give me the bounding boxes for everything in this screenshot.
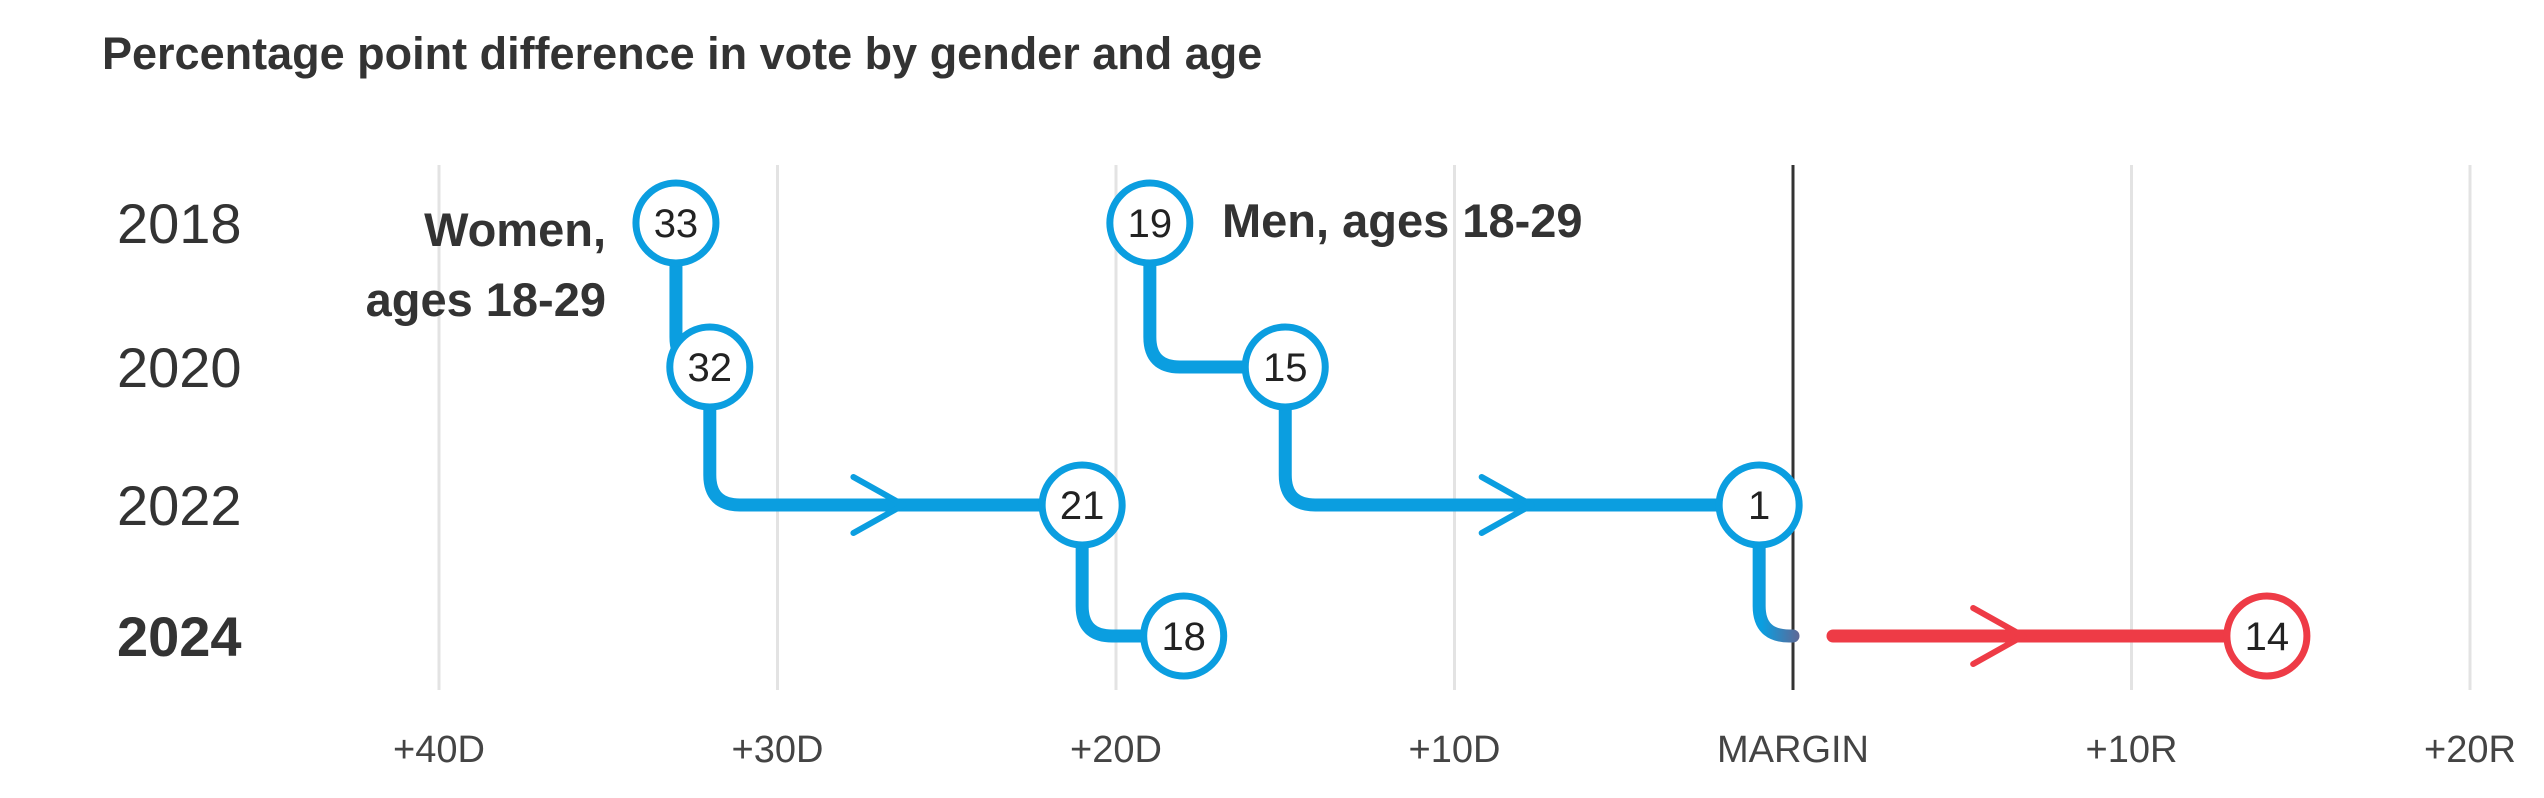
direction-arrow xyxy=(850,474,907,536)
series-paths xyxy=(669,216,2274,667)
data-label: 33 xyxy=(654,202,699,246)
data-point-circle xyxy=(1140,592,1228,680)
x-tick-label: MARGIN xyxy=(1717,729,1869,771)
data-label: 19 xyxy=(1128,202,1173,246)
x-tick-label: +20D xyxy=(1070,729,1162,771)
data-point-circle xyxy=(1715,461,1803,549)
direction-arrow xyxy=(1970,605,2027,667)
y-tick-label: 2024 xyxy=(117,605,242,668)
data-point-circle xyxy=(666,323,754,411)
data-label: 21 xyxy=(1060,484,1105,528)
x-tick-label: +40D xyxy=(393,729,485,771)
series-label-line: ages 18-29 xyxy=(366,273,606,326)
x-tick-label: +10R xyxy=(2086,729,2178,771)
series-step-path xyxy=(703,360,1089,512)
series-step-path xyxy=(1278,360,1766,512)
data-label: 1 xyxy=(1748,484,1770,528)
data-point-circle xyxy=(1106,179,1194,267)
series-label-line: Women, xyxy=(424,203,606,256)
data-point-circle xyxy=(1038,461,1126,549)
series-nodes: 33 32 21 18 19 15 1 14 xyxy=(632,179,2311,680)
x-tick-label: +20R xyxy=(2424,729,2516,771)
data-label: 32 xyxy=(688,346,733,390)
x-tick-label: +10D xyxy=(1409,729,1501,771)
series-label-line: Men, ages 18-29 xyxy=(1222,194,1583,247)
data-point-circle xyxy=(2223,592,2311,680)
series-step-path xyxy=(1075,498,1191,643)
data-label: 18 xyxy=(1161,615,1206,659)
y-tick-label: 2022 xyxy=(117,474,242,537)
series-step-path xyxy=(1752,498,1800,643)
series-labels: Women, ages 18-29 Men, ages 18-29 xyxy=(366,194,1583,326)
y-axis-years: 2018 2020 2022 2024 xyxy=(117,192,242,668)
data-point-circle xyxy=(1241,323,1329,411)
y-tick-label: 2020 xyxy=(117,336,242,399)
series-step-path xyxy=(1143,216,1292,374)
y-tick-label: 2018 xyxy=(117,192,242,255)
data-label: 14 xyxy=(2245,615,2290,659)
data-point-circle xyxy=(632,179,720,267)
x-tick-label: +30D xyxy=(732,729,824,771)
grid xyxy=(437,165,2472,690)
x-axis-ticks: +40D +30D +20D +10D MARGIN +10R +20R xyxy=(393,729,2516,771)
chart-title: Percentage point difference in vote by g… xyxy=(102,28,1263,79)
direction-arrow xyxy=(1478,474,1535,536)
data-label: 15 xyxy=(1263,346,1308,390)
